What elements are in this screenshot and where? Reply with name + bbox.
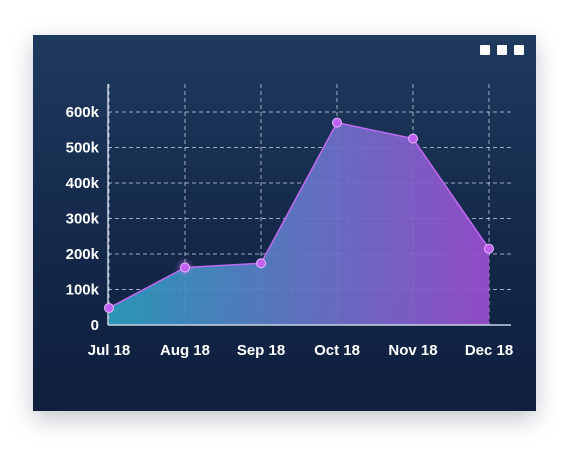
series-line: [108, 121, 490, 309]
chart-widget: 0 100k 200k 300k 400k 500k 600k Jul 18 Aug 18 Sep…: [33, 35, 536, 411]
area-chart: 0 100k 200k 300k 400k 500k 600k Jul 18 Aug 18 Sep…: [66, 84, 514, 359]
x-tick-label: Aug 18: [160, 342, 210, 359]
y-tick-label: 200k: [66, 246, 100, 263]
data-point[interactable]: [256, 258, 266, 269]
menu-dot: [497, 45, 507, 55]
x-tick-label: Nov 18: [388, 342, 437, 359]
y-tick-label: 0: [91, 317, 99, 334]
data-points[interactable]: [104, 117, 494, 313]
y-tick-label: 600k: [66, 104, 100, 121]
y-tick-label: 400k: [66, 175, 100, 192]
area-fill: [109, 122, 489, 326]
area-series: [108, 121, 490, 326]
y-tick-label: 100k: [66, 282, 100, 299]
x-tick-label: Jul 18: [88, 342, 131, 359]
data-point[interactable]: [484, 243, 494, 254]
x-tick-label: Sep 18: [237, 342, 285, 359]
data-point[interactable]: [104, 302, 114, 313]
y-tick-label: 500k: [66, 140, 100, 157]
data-point[interactable]: [332, 117, 342, 128]
data-point[interactable]: [180, 262, 190, 273]
x-tick-label: Dec 18: [465, 342, 513, 359]
x-tick-label: Oct 18: [314, 342, 360, 359]
tick-labels: 0 100k 200k 300k 400k 500k 600k Jul 18 Aug 18 Sep…: [66, 104, 514, 359]
axes: [107, 84, 511, 326]
menu-dot: [480, 45, 490, 55]
y-tick-label: 300k: [66, 211, 100, 228]
more-dots-icon[interactable]: [480, 45, 524, 55]
data-point[interactable]: [408, 133, 418, 144]
menu-dot: [514, 45, 524, 55]
